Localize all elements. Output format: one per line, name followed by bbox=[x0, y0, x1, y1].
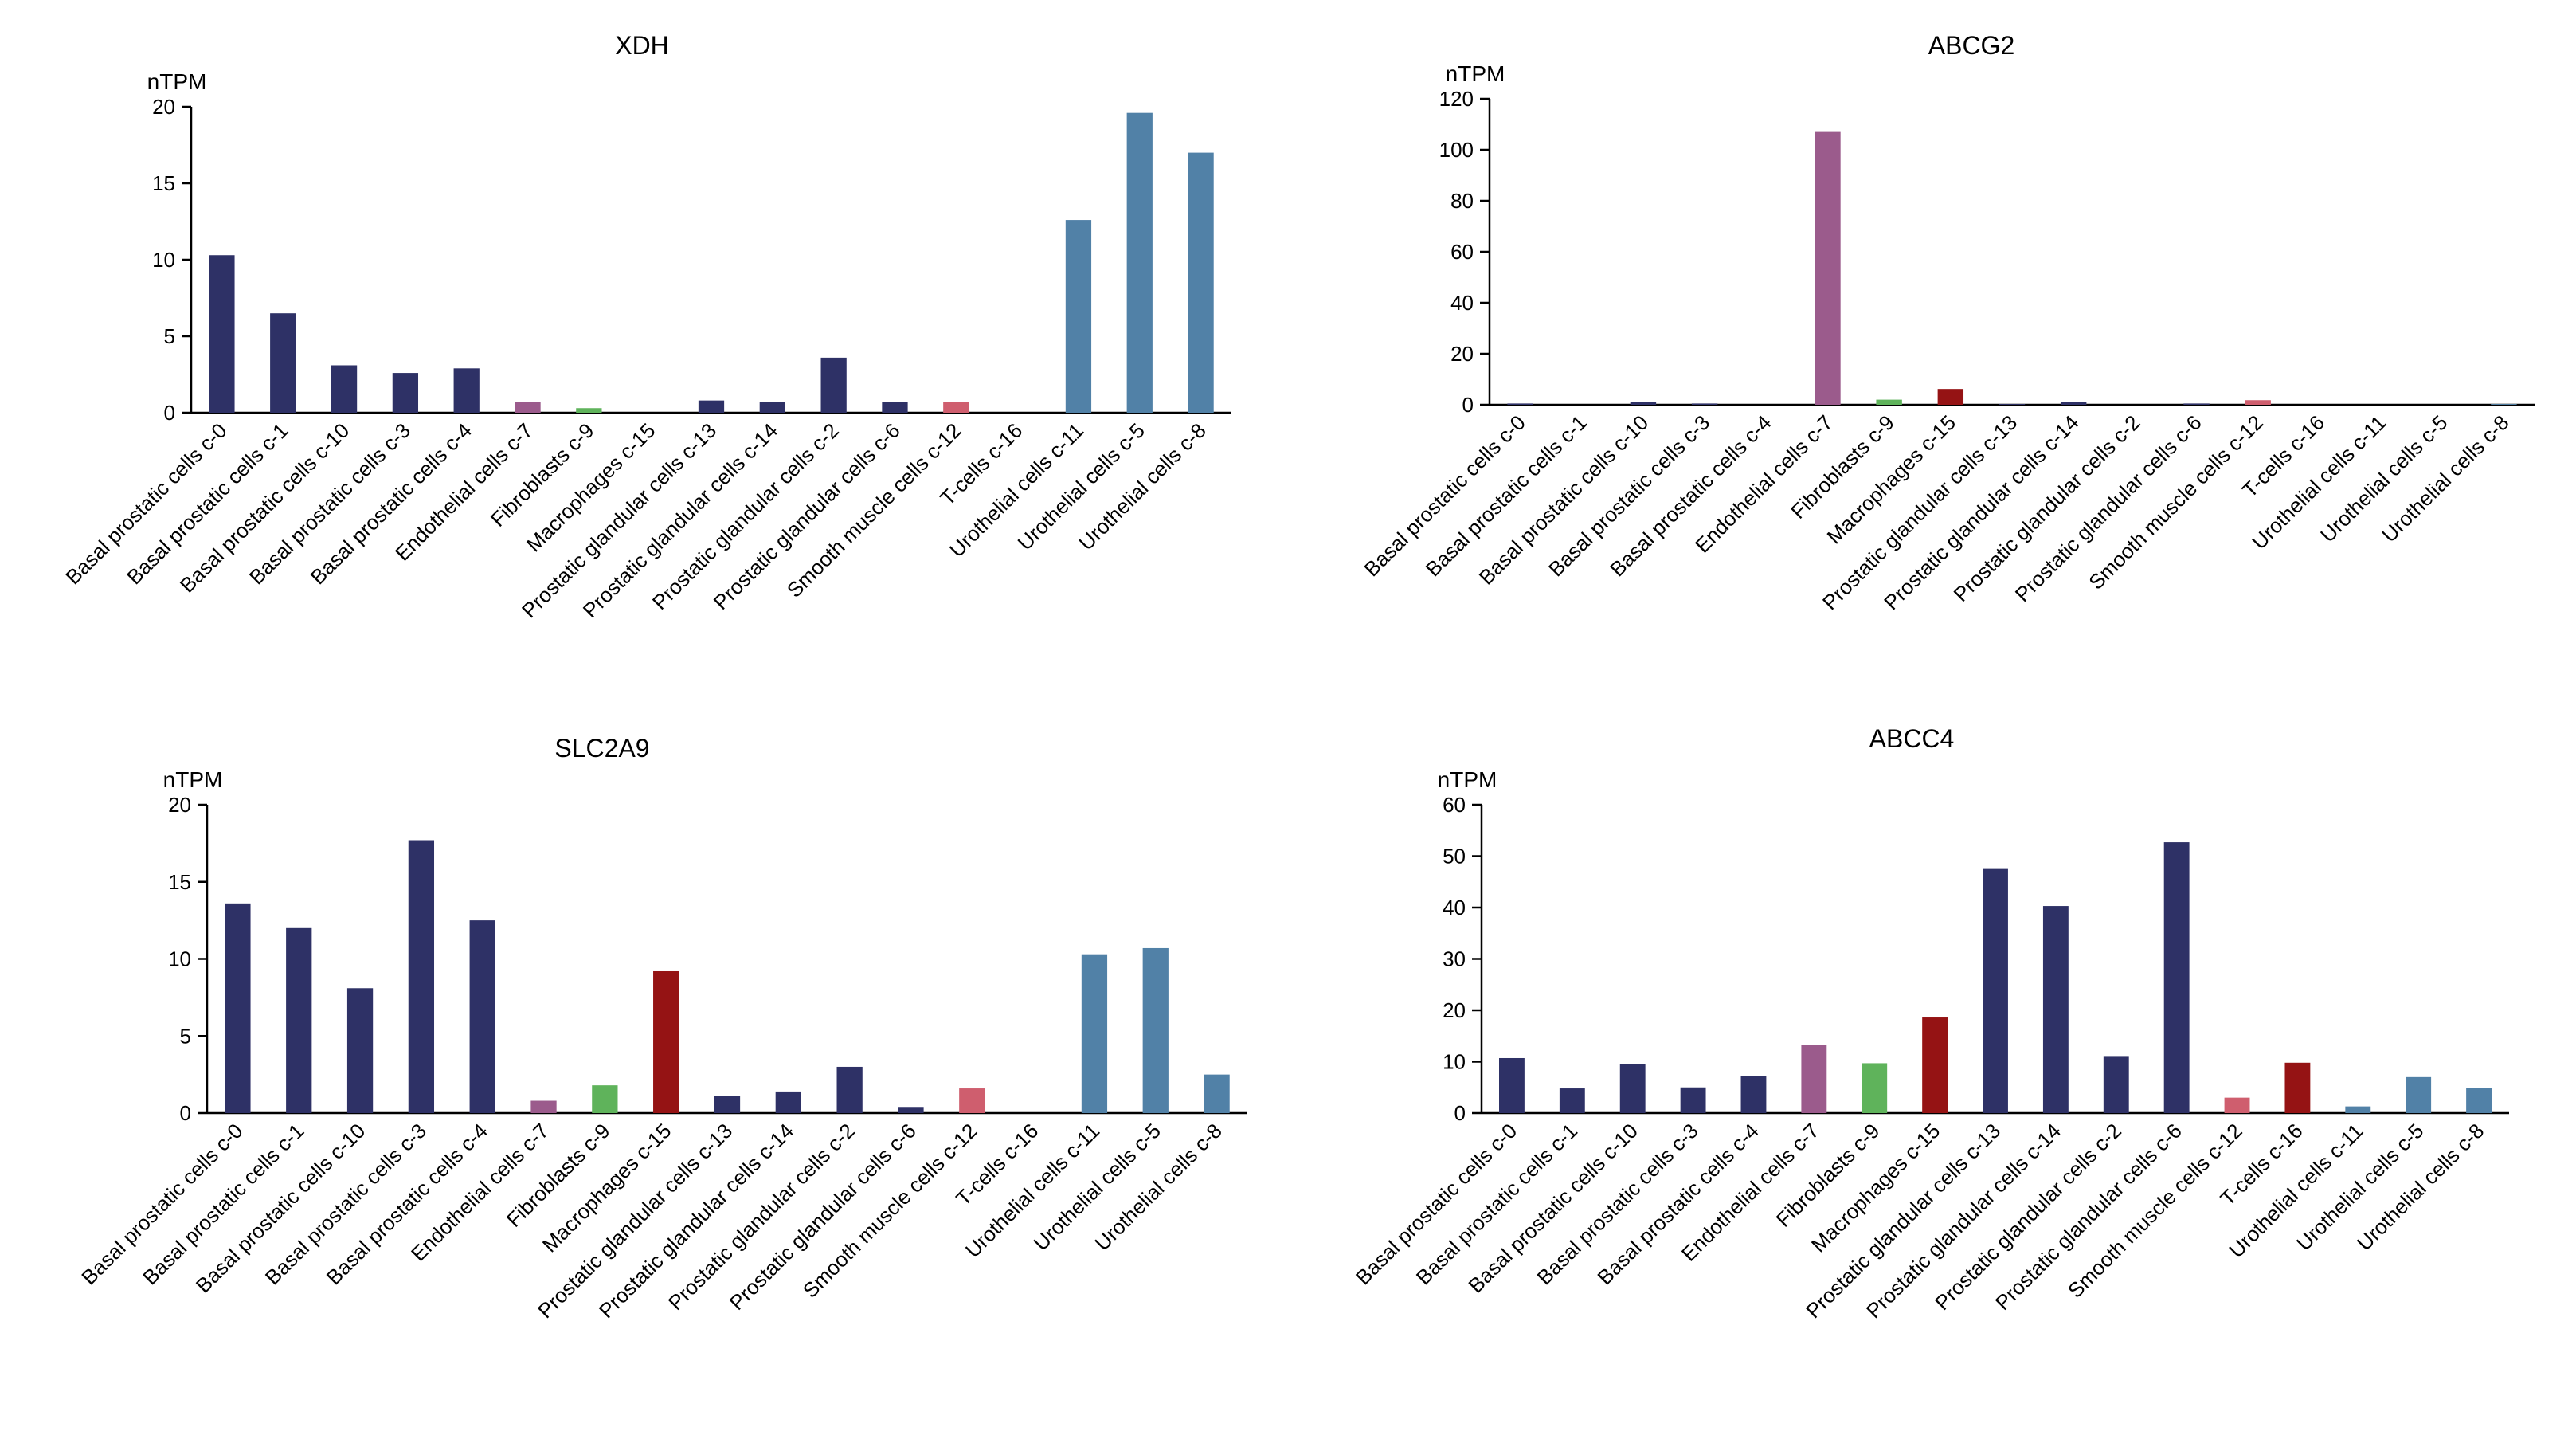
y-tick-label: 10 bbox=[168, 947, 191, 971]
y-tick-label: 20 bbox=[168, 793, 191, 817]
bar bbox=[1142, 947, 1169, 1113]
x-category-label: Fibroblasts c-9 bbox=[1771, 1119, 1885, 1232]
bar bbox=[1983, 868, 2008, 1113]
y-tick-label: 10 bbox=[152, 248, 175, 272]
y-tick-label: 50 bbox=[1443, 845, 1466, 868]
y-tick-label: 15 bbox=[152, 171, 175, 195]
bar bbox=[759, 402, 785, 413]
bar bbox=[2284, 1062, 2311, 1113]
bar bbox=[2406, 1076, 2432, 1113]
chart-title: ABCG2 bbox=[1928, 31, 2014, 60]
bar bbox=[898, 1107, 924, 1113]
y-tick-label: 30 bbox=[1443, 947, 1466, 971]
y-axis-unit-label: nTPM bbox=[1438, 767, 1497, 792]
y-tick-label: 5 bbox=[180, 1024, 191, 1048]
y-tick-label: 0 bbox=[1454, 1101, 1466, 1125]
bar bbox=[775, 1091, 801, 1113]
y-tick-label: 0 bbox=[180, 1101, 191, 1125]
y-tick-label: 100 bbox=[1439, 138, 1474, 162]
y-tick-label: 60 bbox=[1450, 240, 1474, 264]
bar bbox=[469, 920, 495, 1113]
bar bbox=[1937, 389, 1964, 405]
bar bbox=[2060, 402, 2087, 405]
bar bbox=[1740, 1076, 1767, 1113]
bar bbox=[943, 402, 969, 413]
y-tick-label: 80 bbox=[1450, 189, 1474, 213]
y-axis-unit-label: nTPM bbox=[147, 69, 207, 94]
bar bbox=[1559, 1088, 1585, 1113]
bar bbox=[2103, 1056, 2129, 1113]
bar bbox=[1081, 954, 1108, 1113]
y-tick-label: 5 bbox=[164, 324, 175, 348]
bar bbox=[1126, 112, 1153, 413]
bar bbox=[1876, 399, 1902, 405]
bar bbox=[1619, 1064, 1646, 1113]
bar bbox=[1188, 152, 1214, 413]
bar bbox=[2491, 404, 2517, 405]
bar bbox=[2224, 1097, 2250, 1113]
bar bbox=[1815, 131, 1841, 405]
y-axis-unit-label: nTPM bbox=[163, 767, 223, 792]
bar bbox=[209, 255, 235, 413]
bar bbox=[270, 313, 296, 413]
y-tick-label: 40 bbox=[1443, 896, 1466, 919]
bar bbox=[1999, 404, 2026, 405]
bar bbox=[346, 988, 374, 1113]
bar bbox=[1680, 1087, 1706, 1113]
chart-title: SLC2A9 bbox=[554, 734, 649, 763]
bar bbox=[2245, 400, 2271, 405]
bar bbox=[530, 1100, 557, 1113]
bar bbox=[1691, 403, 1718, 405]
chart-title: ABCC4 bbox=[1869, 724, 1955, 753]
chart-title: XDH bbox=[615, 31, 669, 60]
y-axis-unit-label: nTPM bbox=[1446, 61, 1505, 86]
bar bbox=[286, 927, 312, 1113]
y-tick-label: 15 bbox=[168, 870, 191, 894]
bar bbox=[515, 402, 541, 413]
bar bbox=[2042, 906, 2069, 1113]
y-tick-label: 10 bbox=[1443, 1050, 1466, 1074]
bar bbox=[1204, 1074, 1230, 1113]
bar bbox=[1801, 1045, 1827, 1113]
bar bbox=[1862, 1063, 1888, 1113]
bar bbox=[820, 357, 847, 413]
bar bbox=[2183, 403, 2210, 405]
bar bbox=[1630, 402, 1657, 405]
bar bbox=[959, 1088, 985, 1113]
y-tick-label: 20 bbox=[152, 95, 175, 119]
bar bbox=[1499, 1057, 1525, 1113]
bar bbox=[698, 400, 725, 413]
bar bbox=[1065, 220, 1092, 413]
bar bbox=[653, 970, 679, 1113]
bar bbox=[1507, 403, 1533, 405]
y-tick-label: 20 bbox=[1443, 998, 1466, 1022]
bar bbox=[836, 1066, 863, 1113]
bar bbox=[2466, 1088, 2492, 1113]
y-tick-label: 0 bbox=[1462, 393, 1474, 417]
bar bbox=[2345, 1106, 2371, 1113]
y-tick-label: 60 bbox=[1443, 793, 1466, 817]
bar bbox=[408, 840, 435, 1113]
bar bbox=[453, 368, 480, 413]
bar bbox=[392, 373, 419, 413]
y-tick-label: 40 bbox=[1450, 291, 1474, 315]
bar bbox=[592, 1085, 618, 1113]
y-tick-label: 120 bbox=[1439, 87, 1474, 111]
y-tick-label: 0 bbox=[164, 401, 175, 425]
bar bbox=[882, 402, 908, 413]
bar bbox=[2163, 842, 2190, 1113]
bar bbox=[225, 903, 251, 1113]
bar bbox=[331, 365, 358, 413]
y-tick-label: 20 bbox=[1450, 342, 1474, 366]
bar bbox=[576, 408, 602, 413]
bar bbox=[1922, 1017, 1948, 1113]
bar bbox=[714, 1096, 741, 1113]
